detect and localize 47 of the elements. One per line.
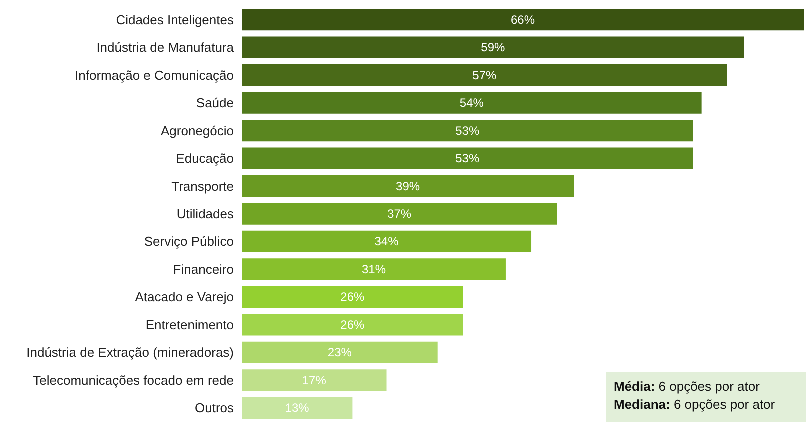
annotation: Mediana: 6 opções por ator	[614, 397, 776, 412]
y-tick-label: Serviço Público	[144, 234, 234, 250]
bar	[242, 203, 558, 225]
y-tick-label: Utilidades	[176, 206, 234, 222]
y-tick-label: Entretenimento	[146, 317, 234, 332]
y-tick-label: Outros	[194, 400, 234, 416]
y-tick-label: Financeiro	[173, 262, 234, 277]
y-tick-label: Telecomunicações focado em rede	[33, 372, 234, 388]
y-tick-label: Transporte	[172, 178, 234, 194]
data-label: 26%	[340, 318, 366, 332]
bar	[242, 230, 532, 253]
data-label: 31%	[362, 262, 386, 276]
y-tick-label: Saúde	[196, 96, 234, 111]
bar	[242, 397, 353, 419]
y-tick-label: Informação e Comunicação	[75, 68, 234, 83]
y-tick-label: Indústria de Extração (mineradoras)	[26, 345, 234, 360]
data-label: 53%	[456, 124, 480, 138]
data-label: 39%	[396, 179, 420, 194]
data-label: 54%	[460, 96, 484, 110]
bar	[242, 120, 694, 142]
bar	[242, 36, 744, 58]
bar	[242, 342, 438, 364]
y-tick-label: Cidades Inteligentes	[116, 12, 234, 28]
data-label: 53%	[456, 152, 480, 166]
data-label: 23%	[328, 346, 352, 360]
data-label: 66%	[510, 12, 536, 27]
bar	[242, 314, 464, 336]
bar	[242, 258, 506, 280]
bar	[242, 9, 804, 31]
annotation: Média: 6 opções por ator	[614, 379, 761, 394]
bar	[242, 175, 574, 198]
bar	[242, 92, 702, 114]
y-tick-label: Atacado e Varejo	[135, 290, 234, 305]
data-label: 17%	[302, 373, 327, 388]
data-label: 37%	[388, 207, 412, 221]
data-label: 26%	[340, 290, 366, 304]
bar	[242, 286, 464, 308]
bar	[242, 148, 694, 170]
y-tick-label: Educação	[176, 151, 234, 166]
data-label: 57%	[472, 68, 498, 82]
data-label: 34%	[374, 234, 400, 249]
bar	[242, 370, 387, 392]
data-label: 13%	[285, 401, 310, 416]
data-label: 59%	[481, 40, 506, 55]
bar	[242, 64, 728, 86]
y-tick-label: Indústria de Manufatura	[96, 40, 235, 56]
y-tick-label: Agronegócio	[161, 123, 234, 138]
